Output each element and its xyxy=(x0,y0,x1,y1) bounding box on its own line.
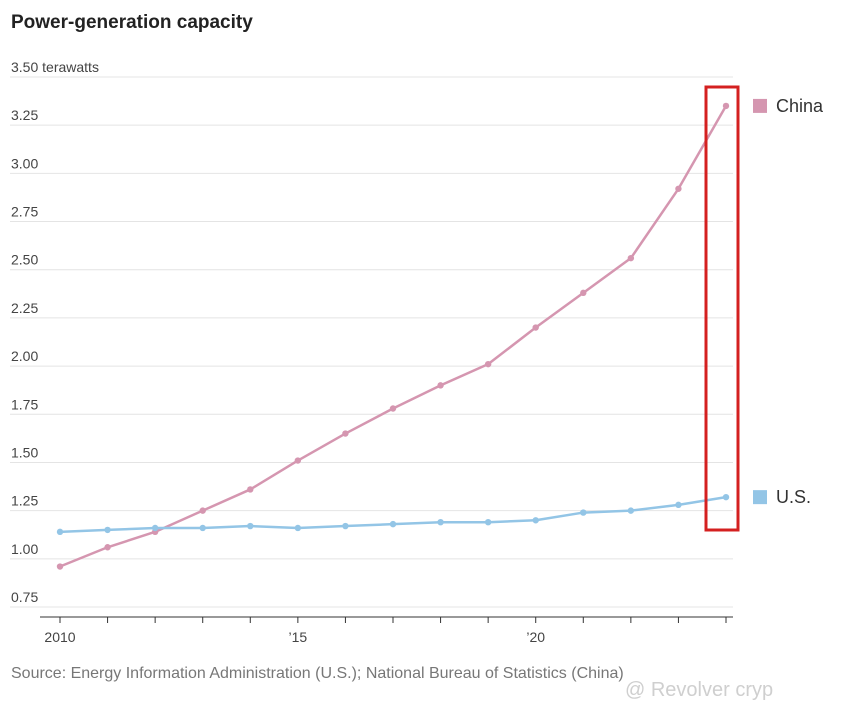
chart-title: Power-generation capacity xyxy=(11,12,253,33)
y-tick-label: 0.75 xyxy=(11,589,38,605)
x-tick-label: 2010 xyxy=(44,629,75,645)
data-point xyxy=(151,524,159,532)
data-point xyxy=(580,289,587,297)
y-tick-label: 2.50 xyxy=(11,252,38,268)
data-point xyxy=(722,102,730,110)
y-tick-label: 3.00 xyxy=(11,155,38,171)
data-point xyxy=(199,524,206,532)
x-tick-label: ’20 xyxy=(526,629,545,645)
y-tick-label: 3.50 terawatts xyxy=(11,59,99,75)
data-point xyxy=(199,507,206,514)
legend-label: U.S. xyxy=(776,487,811,507)
y-tick-label: 2.75 xyxy=(11,204,38,220)
y-tick-label: 1.00 xyxy=(11,541,38,557)
data-point xyxy=(627,507,635,514)
data-point xyxy=(342,522,349,530)
data-point xyxy=(104,544,111,551)
y-tick-label: 1.75 xyxy=(11,396,38,412)
series-line-china xyxy=(59,105,728,568)
data-point xyxy=(56,528,64,536)
data-point xyxy=(675,185,682,192)
y-tick-label: 2.25 xyxy=(11,300,38,316)
data-point xyxy=(294,524,302,532)
data-point xyxy=(484,360,492,368)
data-point xyxy=(342,430,349,437)
data-point xyxy=(532,517,539,524)
data-point xyxy=(675,501,682,509)
data-point xyxy=(532,324,539,331)
y-tick-label: 3.25 xyxy=(11,107,38,123)
data-point xyxy=(104,526,111,534)
data-point xyxy=(389,405,397,412)
x-tick-label: ’15 xyxy=(289,629,308,645)
data-point xyxy=(294,457,302,464)
highlight-box xyxy=(704,85,740,532)
source-note: Source: Energy Information Administratio… xyxy=(11,665,624,682)
data-point xyxy=(627,254,635,262)
data-point xyxy=(389,520,397,528)
legend-swatch xyxy=(753,490,767,505)
data-point xyxy=(247,486,254,493)
data-point xyxy=(580,509,587,516)
data-point xyxy=(56,563,64,570)
watermark: @ Revolver cryp xyxy=(625,679,774,701)
y-tick-label: 2.00 xyxy=(11,348,38,364)
data-point xyxy=(437,519,444,526)
data-point xyxy=(437,382,444,389)
legend-swatch xyxy=(753,98,767,113)
y-tick-label: 1.25 xyxy=(11,493,38,509)
data-point xyxy=(484,519,492,526)
legend-label: China xyxy=(776,96,824,116)
data-point xyxy=(247,522,254,530)
data-point xyxy=(722,493,730,501)
y-tick-label: 1.50 xyxy=(11,444,38,460)
